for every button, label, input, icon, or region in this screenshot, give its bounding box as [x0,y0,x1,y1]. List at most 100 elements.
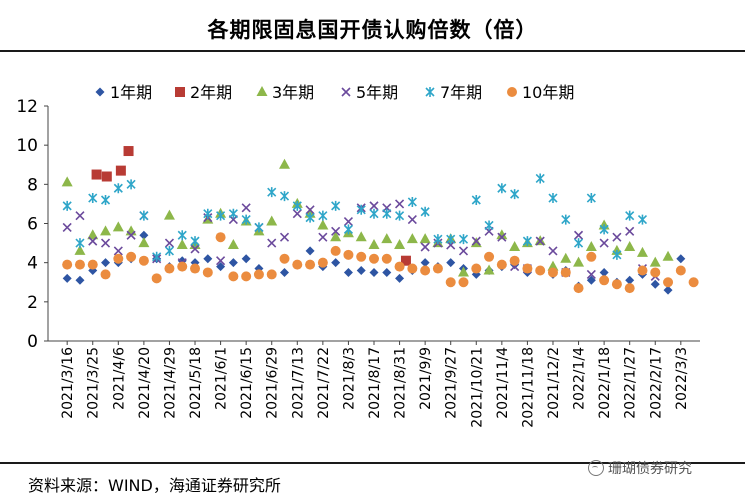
x-tick-label: 2021/4/6 [111,347,127,410]
point-series-4 [254,222,264,233]
point-series-2 [547,260,559,271]
point-series-0 [420,258,430,268]
point-series-2 [87,229,99,240]
point-series-4 [139,210,149,221]
point-series-5 [266,269,277,280]
point-series-3 [420,242,430,252]
point-series-4 [331,200,341,211]
point-series-5 [343,249,354,260]
point-series-5 [432,263,443,274]
point-series-4 [637,214,648,225]
point-series-3 [586,269,596,279]
point-series-2 [381,233,393,244]
point-series-0 [382,267,392,277]
point-series-0 [280,267,290,277]
point-series-0 [663,285,673,295]
point-series-5 [177,261,188,272]
point-series-4 [535,173,545,184]
point-series-4 [126,179,136,190]
point-series-5 [62,259,73,270]
point-series-4 [395,210,405,221]
point-series-5 [611,279,622,290]
point-series-0 [305,246,315,256]
point-series-3 [88,236,98,246]
point-series-5 [202,267,213,278]
point-series-2 [279,158,291,169]
point-series-2 [355,231,367,242]
point-series-4 [203,208,213,219]
point-series-2 [138,237,150,248]
point-series-2 [509,241,521,251]
point-series-3 [599,238,609,248]
point-series-2 [406,233,418,244]
point-series-5 [675,265,686,276]
legend-marker-4 [425,87,435,97]
point-series-2 [636,246,648,257]
x-tick-label: 2021/4/20 [137,347,153,419]
x-tick-label: 2021/9/9 [418,347,434,410]
y-tick-label: 10 [16,136,38,156]
point-series-2 [419,233,431,244]
x-tick-label: 2021/8/31 [393,347,409,419]
point-series-5 [599,275,610,286]
y-tick-label: 4 [27,254,38,274]
point-series-5 [253,269,264,280]
point-series-4 [599,224,609,235]
point-series-2 [227,239,239,250]
point-series-4 [433,234,443,245]
point-series-5 [471,263,482,274]
point-series-2 [573,256,585,267]
point-series-4 [612,249,622,260]
point-series-5 [458,277,469,288]
x-tick-label: 2022/1/27 [623,347,639,419]
point-series-4 [292,200,302,211]
x-tick-label: 2021/7/22 [316,347,332,419]
point-series-5 [522,263,533,274]
x-tick-label: 2022/1/18 [597,347,613,419]
point-series-5 [420,265,431,276]
point-series-5 [650,267,661,278]
point-series-4 [343,224,353,235]
x-tick-label: 2022/3/3 [674,347,690,410]
point-series-1 [91,169,102,180]
y-tick-label: 8 [27,175,38,195]
point-series-4 [152,251,162,262]
point-series-5 [74,259,85,270]
point-series-1 [101,171,112,182]
x-tick-label: 2021/9/27 [444,347,460,419]
y-tick-label: 12 [16,97,38,117]
point-series-4 [586,193,596,204]
point-series-3 [343,216,353,227]
point-series-2 [163,209,175,220]
point-series-4 [241,214,251,225]
point-series-5 [509,255,520,266]
legend-marker-0 [95,87,105,97]
point-series-2 [496,229,508,240]
legend-marker-3 [341,87,351,97]
point-series-3 [573,230,584,240]
point-series-4 [369,208,379,219]
point-series-3 [292,209,302,219]
point-series-5 [126,251,137,262]
point-series-4 [100,195,111,205]
point-series-5 [586,251,597,262]
x-tick-label: 2021/4/29 [162,347,178,419]
point-series-0 [228,258,238,268]
point-series-5 [445,277,456,288]
point-series-5 [496,259,507,270]
point-series-0 [586,275,596,285]
point-series-0 [101,258,111,268]
footer-rule [0,462,745,464]
point-series-3 [305,205,315,215]
point-series-3 [216,256,226,266]
point-series-5 [241,271,252,282]
point-series-3 [458,246,469,256]
point-series-4 [75,238,85,249]
point-series-5 [573,283,584,294]
point-series-2 [112,221,124,232]
point-series-2 [560,252,572,263]
point-series-5 [317,257,328,268]
point-series-5 [394,261,405,272]
point-series-3 [62,222,72,232]
legend-label-0: 1年期 [110,83,152,102]
